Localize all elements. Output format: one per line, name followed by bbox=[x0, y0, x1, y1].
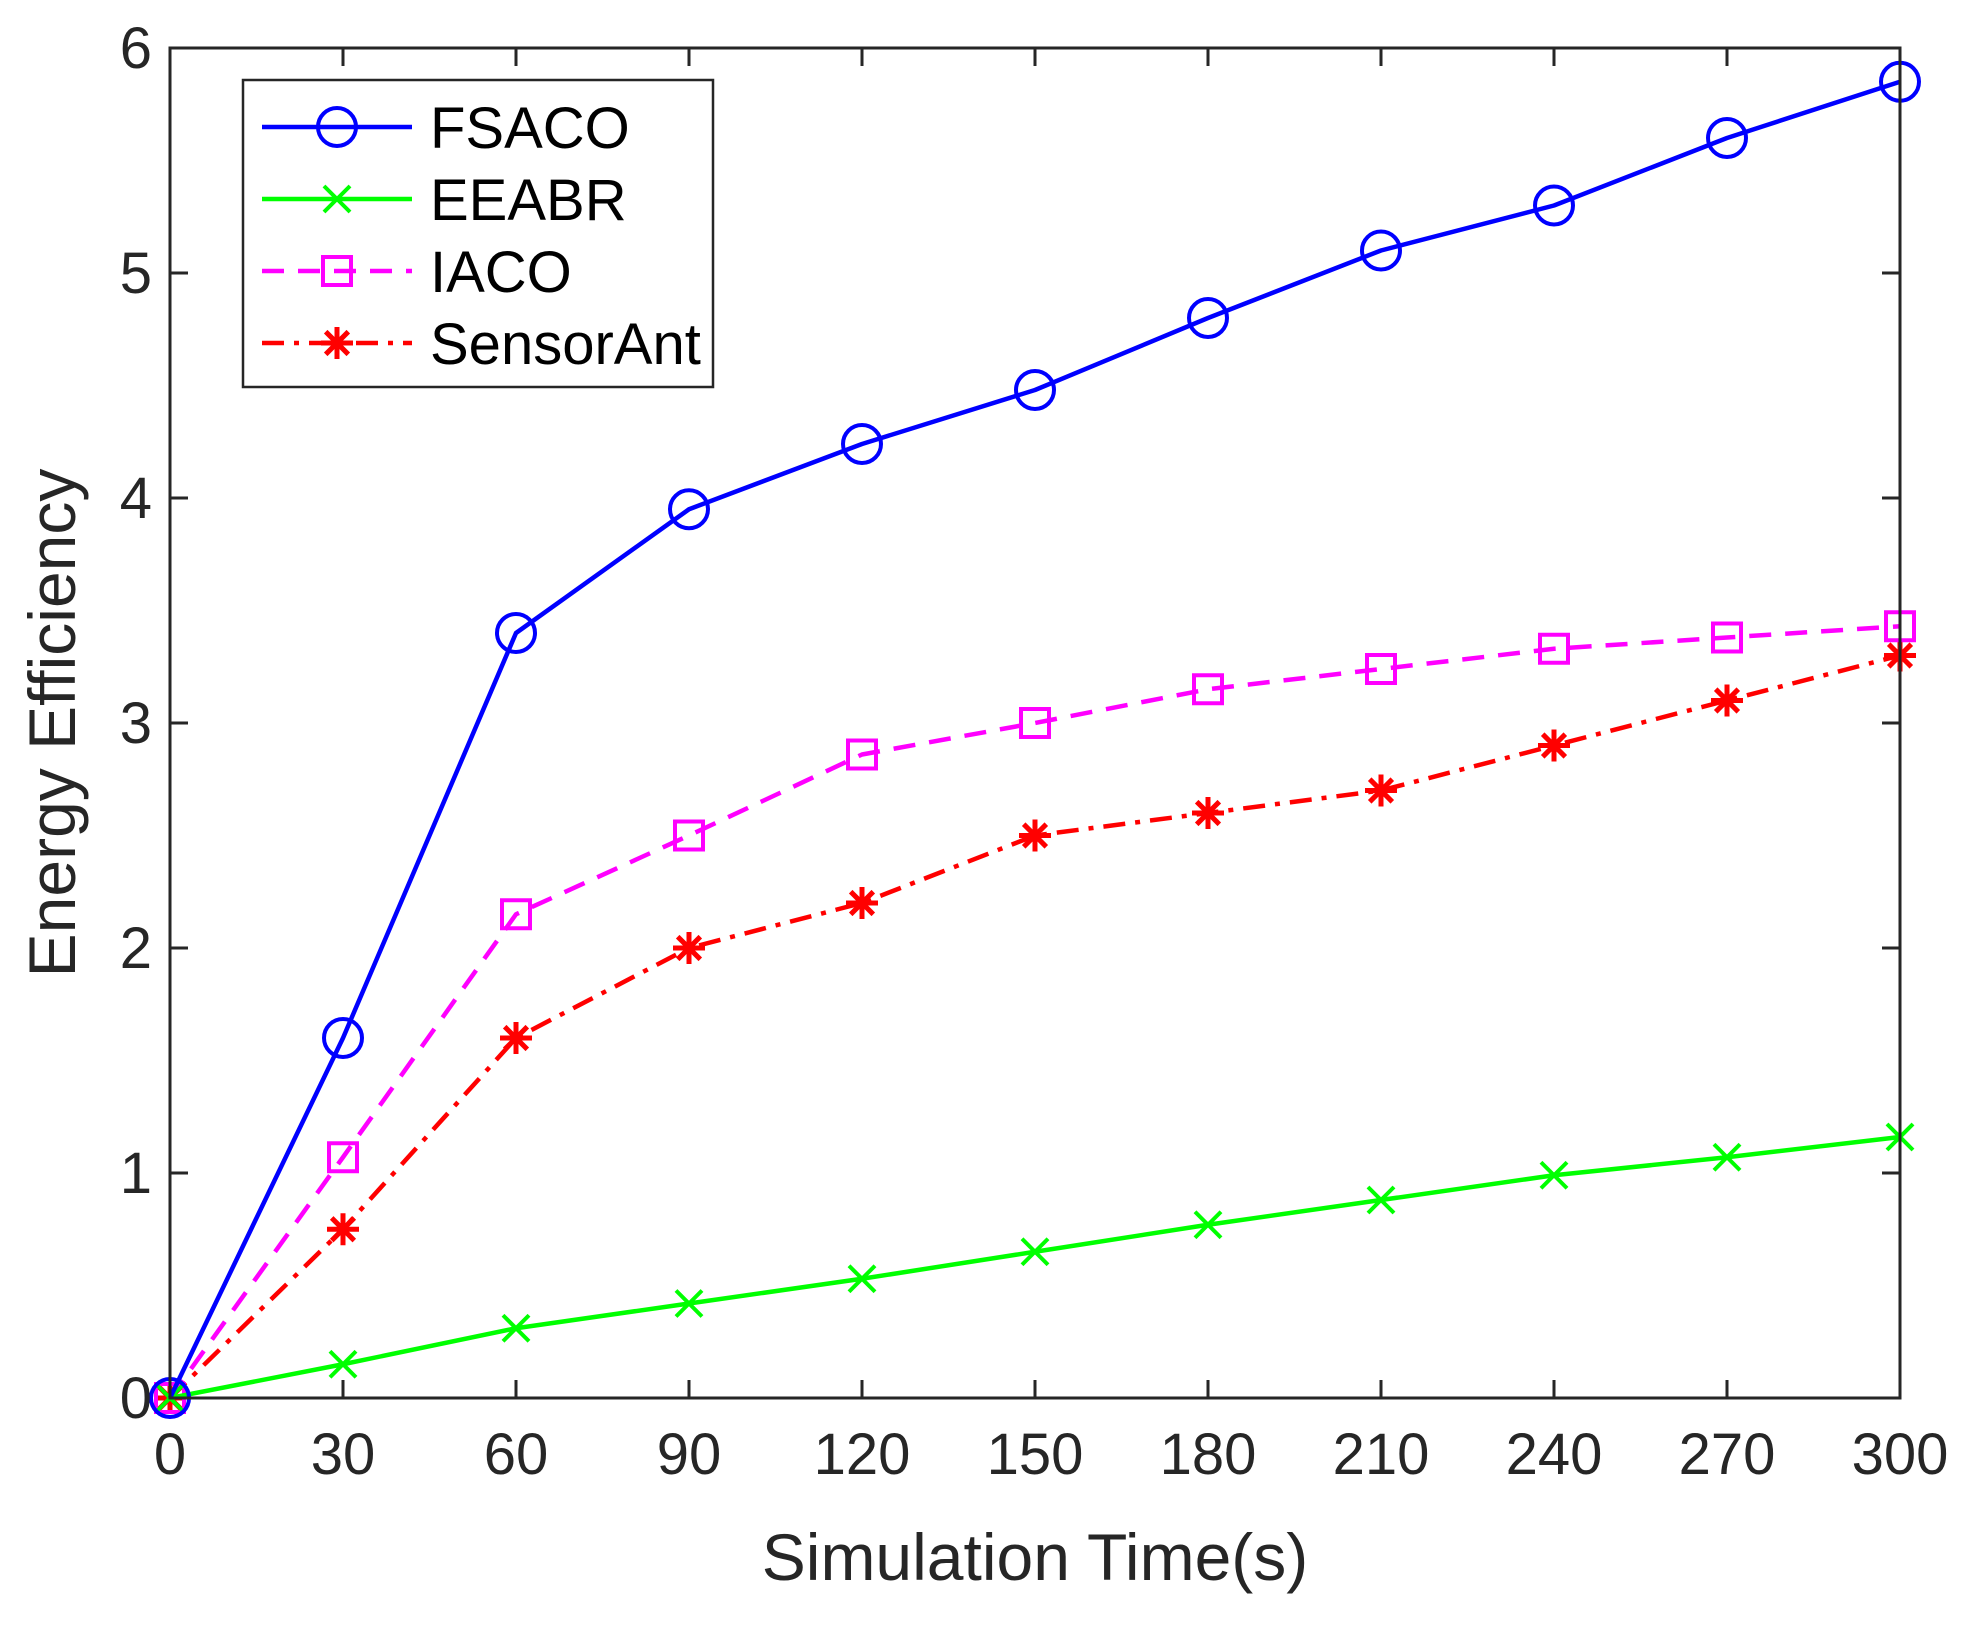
data-point-sensorant bbox=[327, 1213, 359, 1246]
data-point-fsaco bbox=[668, 488, 710, 531]
legend-label-eeabr: EEABR bbox=[430, 168, 627, 233]
series-fsaco bbox=[149, 60, 1921, 1419]
series-line-fsaco bbox=[167, 79, 1901, 1399]
y-tick-label: 0 bbox=[120, 1366, 152, 1431]
series-line-sensorant bbox=[168, 653, 1901, 1400]
data-point-iaco bbox=[1192, 673, 1224, 706]
data-point-sensorant bbox=[1192, 797, 1224, 829]
y-axis-ticks: 0 1 2 3 4 5 6 bbox=[120, 16, 1900, 1431]
data-point-sensorant bbox=[1538, 729, 1570, 762]
data-point-sensorant bbox=[1365, 774, 1397, 807]
legend-marker-eeabr bbox=[322, 184, 352, 214]
series-eeabr bbox=[155, 1122, 1915, 1413]
legend-marker-fsaco bbox=[316, 106, 358, 148]
x-tick-label: 90 bbox=[657, 1422, 722, 1487]
legend-item-fsaco: FSACO bbox=[262, 96, 630, 161]
data-point-fsaco bbox=[1187, 297, 1229, 339]
x-tick-label: 210 bbox=[1333, 1422, 1430, 1487]
legend-marker-iaco bbox=[321, 255, 353, 287]
data-point-fsaco bbox=[841, 423, 883, 465]
data-point-iaco bbox=[327, 1141, 359, 1174]
series-line-iaco bbox=[168, 624, 1901, 1400]
x-tick-label: 60 bbox=[484, 1422, 549, 1487]
x-tick-label: 270 bbox=[1679, 1422, 1776, 1487]
data-point-eeabr bbox=[847, 1264, 877, 1294]
data-point-eeabr bbox=[674, 1289, 704, 1318]
y-tick-label: 5 bbox=[120, 241, 152, 306]
x-tick-label: 240 bbox=[1506, 1422, 1603, 1487]
x-axis-title: Simulation Time(s) bbox=[762, 1520, 1308, 1594]
series-iaco bbox=[154, 610, 1916, 1414]
data-point-eeabr bbox=[1193, 1210, 1223, 1240]
data-point-eeabr bbox=[501, 1313, 531, 1343]
x-tick-label: 180 bbox=[1160, 1422, 1257, 1487]
data-point-eeabr bbox=[1712, 1142, 1742, 1172]
x-tick-label: 300 bbox=[1852, 1422, 1949, 1487]
legend-box bbox=[241, 78, 715, 389]
y-tick-label: 2 bbox=[120, 916, 152, 981]
data-point-eeabr bbox=[1366, 1185, 1396, 1215]
data-point-sensorant bbox=[1019, 819, 1051, 852]
x-tick-label: 150 bbox=[987, 1422, 1084, 1487]
x-tick-label: 30 bbox=[311, 1422, 376, 1487]
data-point-fsaco bbox=[495, 612, 537, 654]
data-point-iaco bbox=[1538, 632, 1570, 665]
legend-marker-sensorant bbox=[321, 327, 353, 359]
data-point-iaco bbox=[1365, 653, 1397, 685]
data-point-sensorant bbox=[673, 932, 705, 964]
data-point-sensorant bbox=[500, 1022, 532, 1054]
data-point-iaco bbox=[846, 738, 878, 771]
data-point-sensorant bbox=[1711, 684, 1743, 717]
legend-label-iaco: IACO bbox=[430, 240, 572, 305]
data-point-eeabr bbox=[328, 1349, 358, 1379]
legend-item-eeabr: EEABR bbox=[262, 168, 627, 233]
data-point-fsaco bbox=[322, 1017, 364, 1059]
legend-item-sensorant: SensorAnt bbox=[262, 312, 701, 377]
x-tick-label: 120 bbox=[814, 1422, 911, 1487]
data-point-sensorant bbox=[846, 887, 878, 919]
y-tick-label: 3 bbox=[120, 691, 152, 756]
data-point-fsaco bbox=[1706, 117, 1748, 159]
data-point-fsaco bbox=[1014, 369, 1056, 411]
data-point-iaco bbox=[1711, 621, 1743, 654]
y-tick-label: 6 bbox=[120, 16, 152, 81]
y-axis-title: Energy Efficiency bbox=[15, 469, 89, 978]
x-axis-ticks: 0 30 60 90 120 150 180 210 240 270 300 bbox=[154, 48, 1949, 1487]
y-tick-label: 4 bbox=[120, 466, 152, 531]
data-point-fsaco bbox=[1533, 184, 1575, 227]
series-layer bbox=[149, 60, 1921, 1419]
x-tick-label: 0 bbox=[154, 1422, 186, 1487]
data-point-iaco bbox=[500, 898, 532, 931]
data-point-fsaco bbox=[1360, 229, 1402, 272]
legend-label-sensorant: SensorAnt bbox=[430, 312, 701, 377]
data-point-iaco bbox=[673, 819, 705, 852]
legend: FSACO EEABR IACO SensorAnt bbox=[241, 78, 715, 389]
legend-label-fsaco: FSACO bbox=[430, 96, 630, 161]
data-point-iaco bbox=[1019, 707, 1051, 739]
data-point-eeabr bbox=[1539, 1160, 1569, 1190]
legend-item-iaco: IACO bbox=[262, 240, 572, 305]
y-tick-label: 1 bbox=[120, 1141, 152, 1206]
data-point-eeabr bbox=[1020, 1237, 1050, 1267]
